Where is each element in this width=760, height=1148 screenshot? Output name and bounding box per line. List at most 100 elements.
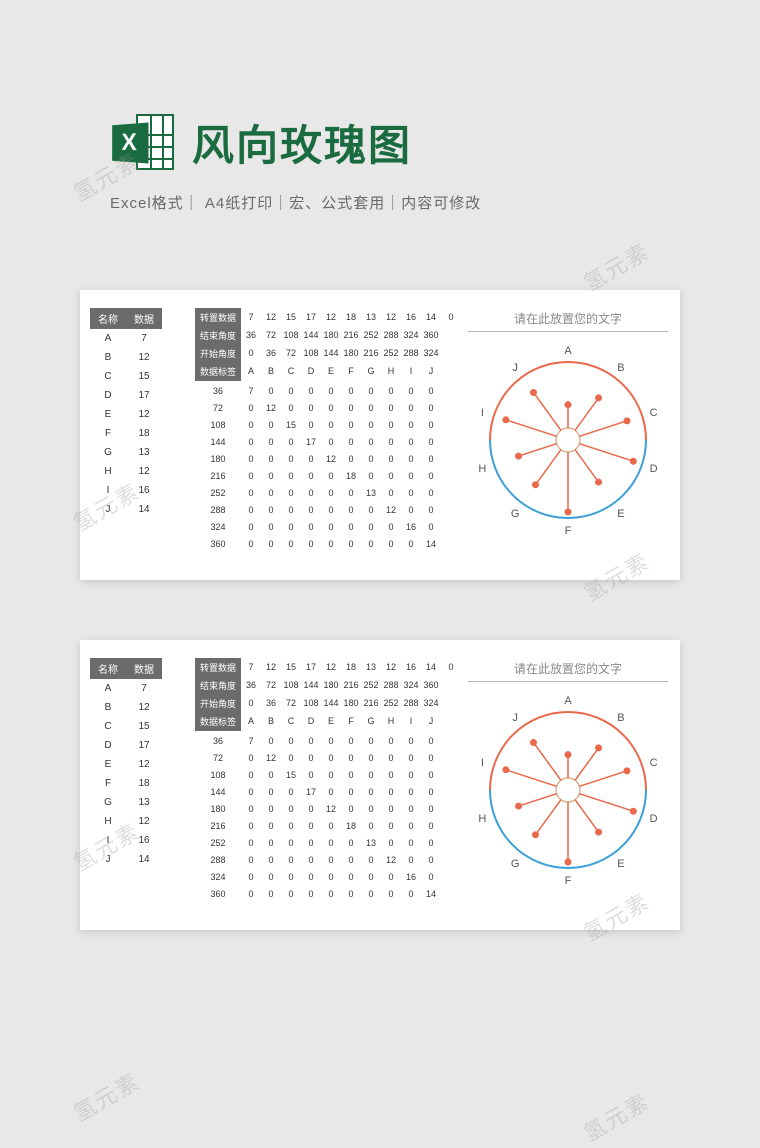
cell-value: 13 <box>126 793 162 812</box>
cell: 216 <box>361 348 381 358</box>
matrix-cell: 0 <box>341 804 361 814</box>
cell-name: G <box>90 793 126 812</box>
matrix-cell: 0 <box>321 403 341 413</box>
matrix-row-head: 144 <box>195 437 241 447</box>
matrix-cell: 18 <box>341 821 361 831</box>
cell: F <box>341 716 361 726</box>
matrix-cell: 0 <box>261 386 281 396</box>
rose-title: 请在此放置您的文字 <box>468 310 668 327</box>
matrix-cell: 0 <box>421 488 441 498</box>
matrix-cell: 0 <box>261 420 281 430</box>
matrix-cell: 0 <box>361 821 381 831</box>
matrix-cell: 0 <box>241 539 261 549</box>
matrix-cell: 0 <box>401 855 421 865</box>
matrix-cell: 0 <box>301 403 321 413</box>
matrix-row: 28800000001200 <box>195 851 461 868</box>
matrix-row: 7201200000000 <box>195 399 461 416</box>
mid-block: 转置数据71215171218131216140结束角度367210814418… <box>195 658 461 902</box>
cell: 252 <box>381 348 401 358</box>
watermark: 氢元素 <box>67 1064 145 1128</box>
matrix-cell: 13 <box>361 838 381 848</box>
matrix-cell: 0 <box>341 522 361 532</box>
matrix-cell: 0 <box>241 821 261 831</box>
matrix-cell: 0 <box>401 770 421 780</box>
matrix-cell: 0 <box>361 454 381 464</box>
matrix-cell: 0 <box>321 488 341 498</box>
matrix-row-head: 252 <box>195 488 241 498</box>
table-row: F18 <box>90 774 162 793</box>
cell-name: D <box>90 386 126 405</box>
matrix-cell: 0 <box>361 787 381 797</box>
matrix-cell: 0 <box>301 454 321 464</box>
matrix-cell: 0 <box>341 872 361 882</box>
cell: G <box>361 716 381 726</box>
cell: 12 <box>321 662 341 672</box>
matrix-cell: 12 <box>261 403 281 413</box>
matrix-cell: 0 <box>321 838 341 848</box>
matrix-cell: 0 <box>341 437 361 447</box>
matrix-cell: 0 <box>301 889 321 899</box>
matrix-cell: 0 <box>241 420 261 430</box>
table-row: J14 <box>90 850 162 869</box>
matrix-cell: 0 <box>321 505 341 515</box>
table-row: D17 <box>90 386 162 405</box>
matrix-cell: 0 <box>281 736 301 746</box>
matrix-cell: 0 <box>341 838 361 848</box>
matrix-row: 32400000000160 <box>195 518 461 535</box>
row-label: 转置数据 <box>195 658 241 677</box>
cell: 144 <box>321 698 341 708</box>
cell: H <box>381 366 401 376</box>
matrix-cell: 0 <box>421 753 441 763</box>
matrix-cell: 0 <box>241 505 261 515</box>
cell-value: 16 <box>126 481 162 500</box>
matrix-row: 367000000000 <box>195 382 461 399</box>
matrix-cell: 0 <box>241 855 261 865</box>
cell: 72 <box>281 348 301 358</box>
matrix-cell: 0 <box>241 804 261 814</box>
matrix-cell: 0 <box>281 821 301 831</box>
matrix-cell: 15 <box>281 420 301 430</box>
cell-name: C <box>90 717 126 736</box>
matrix-cell: 12 <box>321 804 341 814</box>
matrix-row-head: 216 <box>195 471 241 481</box>
cell-name: H <box>90 812 126 831</box>
cell: 180 <box>321 330 341 340</box>
matrix-cell: 0 <box>281 855 301 865</box>
rose-divider <box>468 331 668 332</box>
matrix-cell: 0 <box>321 855 341 865</box>
matrix-cell: 0 <box>421 454 441 464</box>
matrix-cell: 0 <box>301 522 321 532</box>
cell: 18 <box>341 662 361 672</box>
cell: 144 <box>301 680 321 690</box>
cell: 252 <box>381 698 401 708</box>
matrix-row-head: 36 <box>195 736 241 746</box>
matrix-row: 36000000000014 <box>195 885 461 902</box>
matrix-cell: 0 <box>241 770 261 780</box>
row-label: 开始角度 <box>195 694 241 713</box>
matrix-row: 10800150000000 <box>195 766 461 783</box>
svg-text:F: F <box>565 525 572 537</box>
matrix-cell: 0 <box>241 753 261 763</box>
cell: 360 <box>421 330 441 340</box>
matrix-row: 21600000180000 <box>195 467 461 484</box>
table-row: D17 <box>90 736 162 755</box>
matrix-row-head: 324 <box>195 522 241 532</box>
matrix-cell: 0 <box>281 753 301 763</box>
matrix-cell: 0 <box>361 539 381 549</box>
matrix-cell: 0 <box>421 872 441 882</box>
matrix-row: 367000000000 <box>195 732 461 749</box>
svg-text:C: C <box>650 757 658 769</box>
cell-name: E <box>90 405 126 424</box>
svg-text:H: H <box>478 463 486 475</box>
matrix-cell: 0 <box>261 488 281 498</box>
matrix-cell: 0 <box>261 821 281 831</box>
matrix-row-head: 216 <box>195 821 241 831</box>
cell-name: E <box>90 755 126 774</box>
matrix-cell: 0 <box>401 838 421 848</box>
matrix-cell: 0 <box>321 437 341 447</box>
cell-name: I <box>90 481 126 500</box>
matrix-cell: 0 <box>341 770 361 780</box>
cell-value: 12 <box>126 405 162 424</box>
matrix-cell: 0 <box>261 454 281 464</box>
matrix-cell: 0 <box>421 505 441 515</box>
